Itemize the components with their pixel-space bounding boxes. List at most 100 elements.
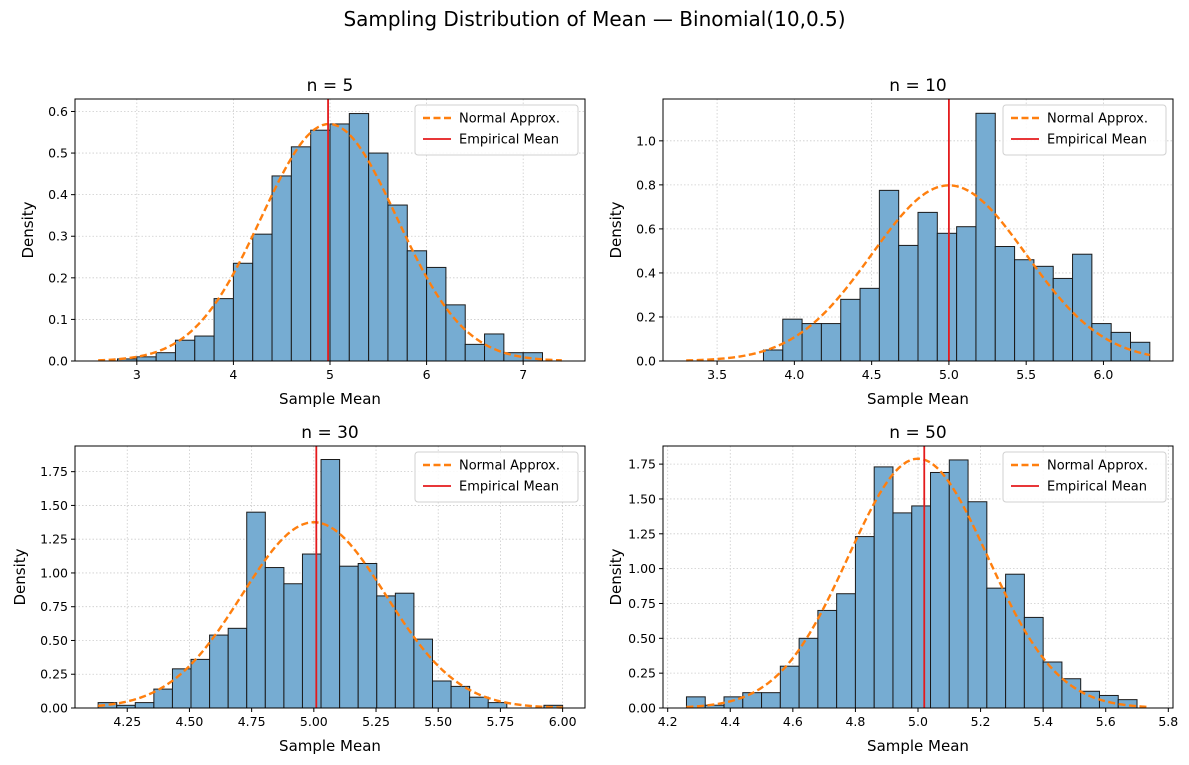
y-tick-label: 1.00 <box>628 561 656 576</box>
y-tick-label: 0.50 <box>40 633 68 648</box>
x-tick-label: 5.25 <box>362 714 390 729</box>
x-tick-label: 4.6 <box>783 714 803 729</box>
axes-frame <box>74 445 586 709</box>
x-tick-label: 3.5 <box>707 367 727 382</box>
histogram-bar <box>782 318 803 362</box>
y-tick-label: 0.4 <box>48 187 68 202</box>
histogram-bar <box>854 536 875 709</box>
legend-mean-label: Empirical Mean <box>459 133 559 148</box>
subplot-3: 4.25 4.50 4.75 5.00 5.25 5.50 5.75 6.00 0.00 0.25… <box>11 423 586 755</box>
histogram-bar <box>134 702 155 709</box>
x-axis-label: Sample Mean <box>279 390 381 408</box>
histogram-bar <box>1014 259 1035 362</box>
y-tick-label: 0.00 <box>40 701 68 716</box>
x-tick-label: 6.00 <box>549 714 577 729</box>
histogram-bar <box>227 627 248 709</box>
histogram-bar <box>194 335 215 362</box>
histogram-bar <box>873 466 894 709</box>
histogram-bar <box>252 233 273 362</box>
histogram-bar <box>246 511 266 709</box>
legend-normal-label: Normal Approx. <box>459 459 560 474</box>
figure-title: Sampling Distribution of Mean — Binomial… <box>343 7 845 31</box>
y-tick-label: 1.50 <box>40 498 68 513</box>
legend-mean-label: Empirical Mean <box>459 480 559 495</box>
legend-mean-label: Empirical Mean <box>1047 133 1147 148</box>
histogram-bar <box>264 567 285 709</box>
subplot-title: n = 5 <box>307 76 354 96</box>
histogram-bar <box>742 692 763 709</box>
histogram-bar <box>283 583 303 709</box>
subplot-4: 4.2 4.4 4.6 4.8 5.0 5.2 5.4 5.6 5.8 0.00 0.25 0.50 0… <box>607 423 1178 755</box>
x-tick-label: 5.0 <box>908 714 928 729</box>
y-tick-label: 1.25 <box>628 526 656 541</box>
legend-box <box>1002 104 1167 156</box>
histogram-bar <box>917 211 938 362</box>
x-tick-label: 5.00 <box>300 714 328 729</box>
histogram-bar <box>911 505 932 709</box>
y-tick-label: 1.00 <box>40 565 68 580</box>
histogram-bar <box>209 634 229 709</box>
x-tick-label: 4.75 <box>238 714 266 729</box>
subplot-1: 3 4 5 6 7 0.0 0.1 0.2 0.3 0.4 0.5 0.6 n = 5 Sample Me… <box>19 76 586 408</box>
histogram-bar <box>936 232 958 362</box>
histogram-bar <box>469 696 489 709</box>
y-tick-label: 0.1 <box>48 312 68 327</box>
histogram-bar <box>339 565 359 709</box>
histogram-bar <box>406 250 428 362</box>
histogram-bar <box>232 262 254 362</box>
histogram-bar <box>1052 277 1074 362</box>
histogram-bar <box>1091 323 1112 362</box>
normal-approx-curve <box>98 122 562 362</box>
y-tick-label: 0.6 <box>636 221 656 236</box>
histogram-bar <box>376 595 396 709</box>
x-tick-label: 4.8 <box>845 714 865 729</box>
axes-frame <box>662 98 1174 362</box>
x-tick-label: 4 <box>229 367 237 382</box>
x-tick-label: 5.50 <box>424 714 452 729</box>
histogram-bar <box>484 333 505 362</box>
y-tick-label: 0.0 <box>48 354 68 369</box>
histogram-bar <box>1033 265 1054 362</box>
histogram-bar <box>762 349 784 362</box>
legend-box <box>414 451 579 503</box>
histogram-bar <box>290 146 312 362</box>
histogram-bar <box>136 356 157 362</box>
y-tick-label: 1.75 <box>40 464 68 479</box>
histogram-bar <box>994 246 1016 362</box>
histogram-bar <box>431 680 452 709</box>
histogram-bar <box>967 501 988 709</box>
y-tick-label: 0.5 <box>48 146 68 161</box>
histogram-bar <box>153 688 173 709</box>
histogram-bar <box>387 204 408 362</box>
histogram-bar <box>1023 616 1044 709</box>
x-tick-label: 5.4 <box>1033 714 1053 729</box>
histogram-bar <box>320 459 341 709</box>
y-tick-label: 0.8 <box>636 177 656 192</box>
y-tick-label: 1.25 <box>40 532 68 547</box>
y-tick-label: 0.75 <box>40 599 68 614</box>
y-axis-label: Density <box>607 548 625 605</box>
y-tick-label: 0.6 <box>48 104 68 119</box>
legend-mean-label: Empirical Mean <box>1047 480 1147 495</box>
histogram-bar <box>329 123 350 362</box>
histogram-bar <box>840 298 861 362</box>
x-tick-label: 6.0 <box>1094 367 1114 382</box>
histogram-bar <box>348 113 370 362</box>
y-tick-label: 0.25 <box>628 666 656 681</box>
histogram-bar <box>892 512 913 709</box>
x-tick-label: 4.50 <box>176 714 204 729</box>
x-tick-label: 3 <box>133 367 141 382</box>
x-tick-label: 5 <box>326 367 334 382</box>
histogram-bar <box>1072 253 1093 362</box>
x-tick-label: 5.2 <box>971 714 991 729</box>
y-tick-label: 1.0 <box>636 133 656 148</box>
y-tick-label: 0.2 <box>48 270 68 285</box>
legend: Normal Approx. Empirical Mean <box>1002 451 1167 503</box>
y-axis-label: Density <box>11 548 29 605</box>
legend-normal-label: Normal Approx. <box>459 112 560 127</box>
histogram-bar <box>836 593 856 709</box>
legend-box <box>414 104 579 156</box>
x-tick-label: 5.0 <box>939 367 959 382</box>
y-tick-label: 0.00 <box>628 701 656 716</box>
